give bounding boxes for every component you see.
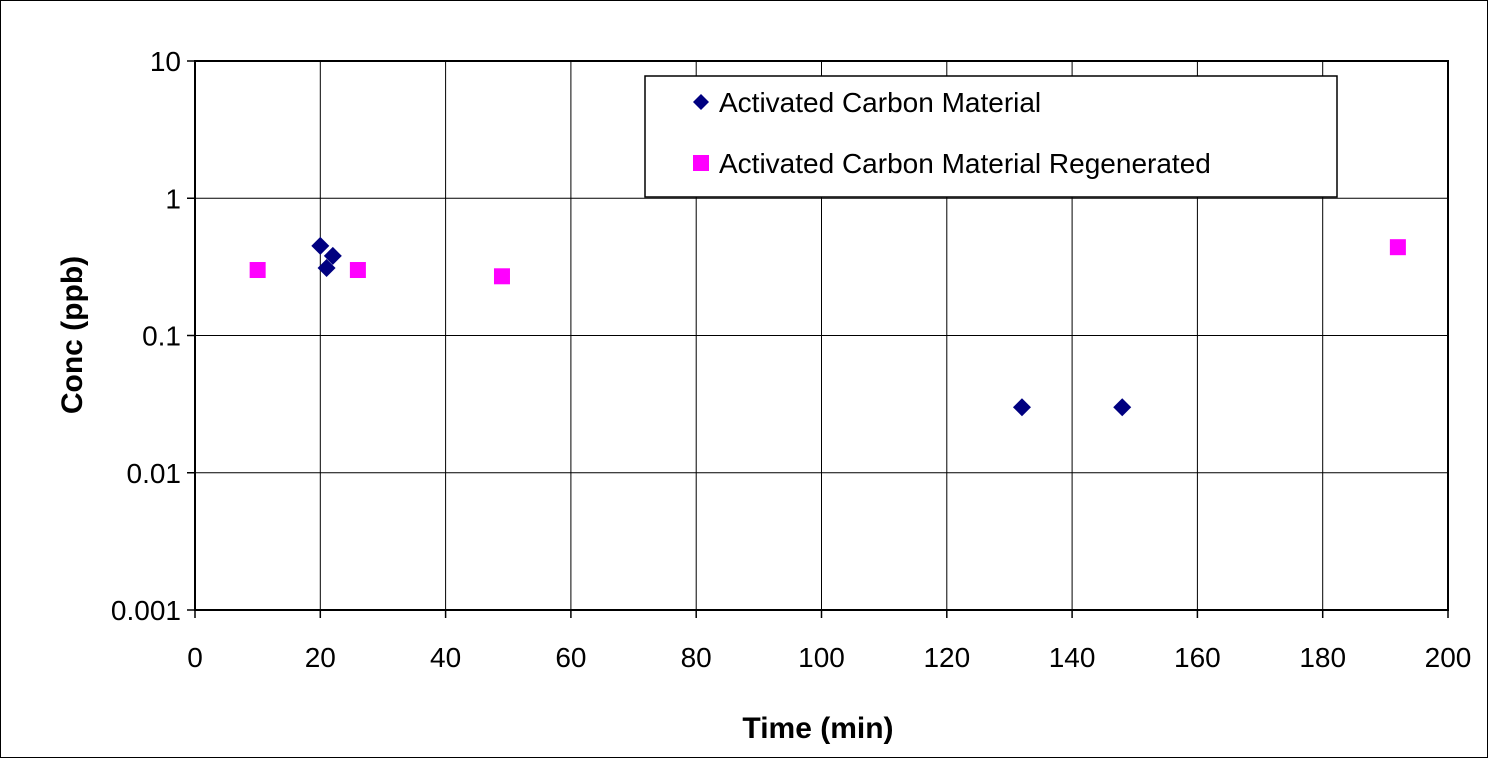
data-point-square [349, 262, 366, 279]
y-tick-label: 1 [165, 183, 181, 214]
y-tick-label: 0.01 [127, 458, 182, 489]
data-point-diamond [1012, 398, 1031, 417]
y-tick-label: 0.001 [111, 595, 181, 626]
x-axis-title: Time (min) [742, 712, 893, 745]
x-tick-label: 160 [1174, 642, 1221, 673]
data-points [249, 236, 1406, 417]
x-tick-label: 80 [681, 642, 712, 673]
data-point-diamond [323, 246, 342, 265]
x-tick-label: 0 [187, 642, 203, 673]
data-point-diamond [1113, 398, 1132, 417]
data-point-diamond [317, 259, 336, 278]
x-tick-label: 140 [1049, 642, 1096, 673]
y-axis-title: Conc (ppb) [56, 256, 89, 414]
x-tick-label: 60 [555, 642, 586, 673]
x-tick-label: 120 [923, 642, 970, 673]
x-tick-label: 40 [430, 642, 461, 673]
legend-square-icon [693, 155, 709, 171]
legend-box [644, 75, 1338, 198]
legend-label-activated-carbon: Activated Carbon Material [719, 87, 1041, 118]
legend: Activated Carbon Material Activated Carb… [644, 75, 1338, 198]
y-tick-label: 10 [150, 46, 181, 77]
x-tick-label: 20 [305, 642, 336, 673]
legend-label-regenerated: Activated Carbon Material Regenerated [719, 148, 1211, 179]
data-point-square [1389, 239, 1406, 256]
x-tick-label: 200 [1425, 642, 1472, 673]
y-tick-label: 0.1 [142, 321, 181, 352]
x-tick-label: 100 [798, 642, 845, 673]
data-point-square [493, 268, 510, 285]
data-point-square [249, 262, 266, 279]
data-point-diamond [311, 236, 330, 255]
x-tick-label: 180 [1299, 642, 1346, 673]
legend-diamond-icon [693, 94, 709, 110]
axis-ticks: 0 20 40 60 80 100 120 140 160 180 200 10 1 0.1 0.01 0.0… [111, 46, 1471, 673]
